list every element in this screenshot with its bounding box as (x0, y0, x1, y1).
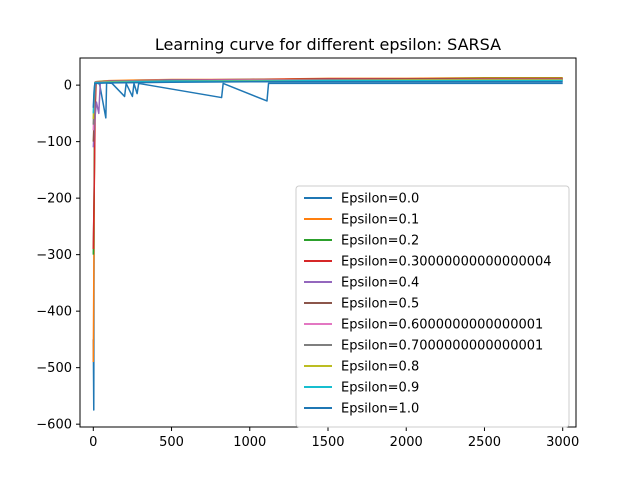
legend-label: Epsilon=1.0 (341, 402, 419, 417)
legend-label: Epsilon=0.5 (341, 297, 419, 312)
y-tick-label: −300 (36, 248, 72, 263)
series-layer (92, 77, 563, 411)
y-tick-label: −600 (36, 418, 72, 433)
y-tick-label: −400 (36, 305, 72, 320)
legend-label: Epsilon=0.4 (341, 276, 419, 291)
x-tick-label: 1500 (311, 435, 344, 450)
y-tick-label: −100 (36, 135, 72, 150)
legend-label: Epsilon=0.2 (341, 234, 419, 249)
y-tick-label: −200 (36, 192, 72, 207)
chart-title: Learning curve for different epsilon: SA… (155, 35, 501, 54)
y-tick-label: 0 (64, 79, 72, 94)
legend-label: Epsilon=0.0 (341, 192, 419, 207)
plot-area (79, 57, 577, 428)
legend-label: Epsilon=0.6000000000000001 (341, 318, 543, 333)
x-tick-label: 500 (159, 435, 184, 450)
legend-label: Epsilon=0.9 (341, 381, 419, 396)
series-line-10 (92, 80, 563, 108)
x-tick-label: 1000 (233, 435, 266, 450)
x-tick-label: 0 (89, 435, 97, 450)
x-axis: 0 500 1000 1500 2000 2500 3000 (89, 427, 579, 450)
x-tick-label: 3000 (546, 435, 579, 450)
y-tick-label: −500 (36, 361, 72, 376)
legend: Epsilon=0.0 Epsilon=0.1 Epsilon=0.2 Epsilon… (295, 185, 570, 428)
x-tick-label: 2500 (468, 435, 501, 450)
legend-label: Epsilon=0.8 (341, 360, 419, 375)
legend-label: Epsilon=0.7000000000000001 (341, 339, 543, 354)
legend-label: Epsilon=0.1 (341, 213, 419, 228)
legend-label: Epsilon=0.30000000000000004 (341, 255, 552, 270)
x-tick-label: 2000 (390, 435, 423, 450)
legend-box (295, 185, 570, 428)
y-axis: 0 −100 −200 −300 −400 −500 −600 (36, 79, 80, 433)
